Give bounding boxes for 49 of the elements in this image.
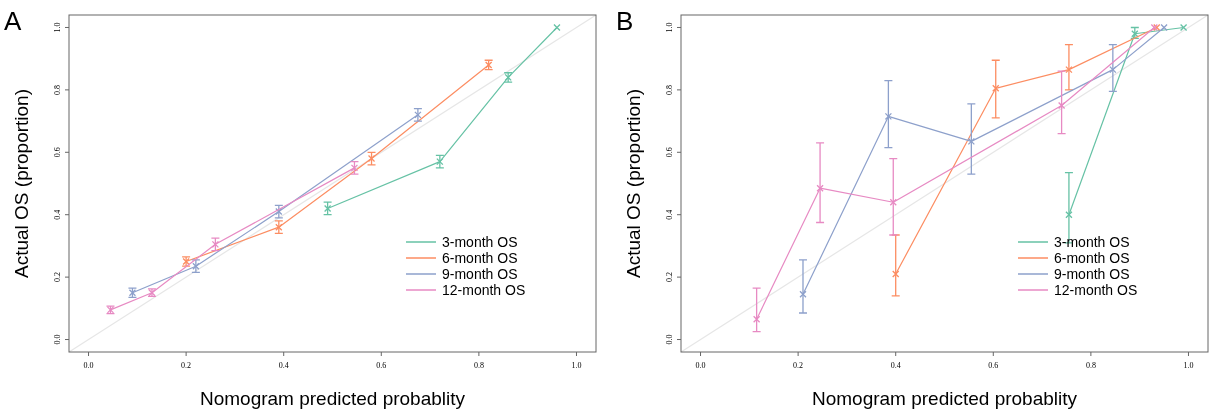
y-tick-label: 0.6 [53,147,62,158]
x-tick-label: 0.6 [988,361,999,370]
chart-title: A [4,6,22,36]
y-tick-label: 0.2 [665,272,674,283]
x-tick-label: 0.2 [181,361,192,370]
x-tick-label: 0.8 [473,361,484,370]
legend-label: 6-month OS [1054,250,1130,266]
y-tick-label: 0.0 [53,334,62,345]
y-tick-label: 1.0 [53,22,62,33]
point [799,290,807,298]
x-tick-label: 0.6 [376,361,387,370]
y-tick-label: 0.4 [53,209,62,220]
point [553,23,561,32]
y-axis-title: Actual OS (proportion) [623,88,644,279]
point [1131,30,1139,38]
point [752,315,761,323]
x-tick-label: 0.0 [83,361,94,370]
legend-label: 12-month OS [1054,282,1138,298]
point [1065,211,1073,219]
x-tick-label: 0.4 [278,361,289,370]
point [1109,65,1117,74]
point [1065,65,1073,74]
point [816,184,824,192]
y-tick-label: 0.6 [665,147,674,158]
chart-title: B [616,6,634,36]
x-tick-label: 1.0 [1183,361,1194,370]
legend-label: 6-month OS [442,250,518,266]
x-tick-label: 1.0 [571,361,582,370]
legend-label: 9-month OS [1054,266,1130,282]
legend-label: 3-month OS [1054,234,1130,250]
y-tick-label: 0.4 [665,209,674,220]
x-axis-title: Nomogram predicted probablity [199,388,466,409]
y-tick-label: 0.0 [665,334,674,345]
legend-label: 12-month OS [442,282,526,298]
point [1057,101,1066,110]
x-tick-label: 0.4 [890,361,901,370]
x-tick-label: 0.8 [1085,361,1096,370]
y-tick-label: 0.2 [53,272,62,283]
legend-label: 9-month OS [442,266,518,282]
legend-label: 3-month OS [442,234,518,250]
x-tick-label: 0.2 [793,361,804,370]
point [1160,23,1168,32]
y-axis-title: Actual OS (proportion) [11,88,32,279]
x-tick-label: 0.0 [695,361,706,370]
y-tick-label: 0.8 [53,84,62,95]
x-axis-title: Nomogram predicted probablity [811,388,1078,409]
point [892,270,900,278]
y-tick-label: 1.0 [665,22,674,33]
y-tick-label: 0.8 [665,84,674,95]
